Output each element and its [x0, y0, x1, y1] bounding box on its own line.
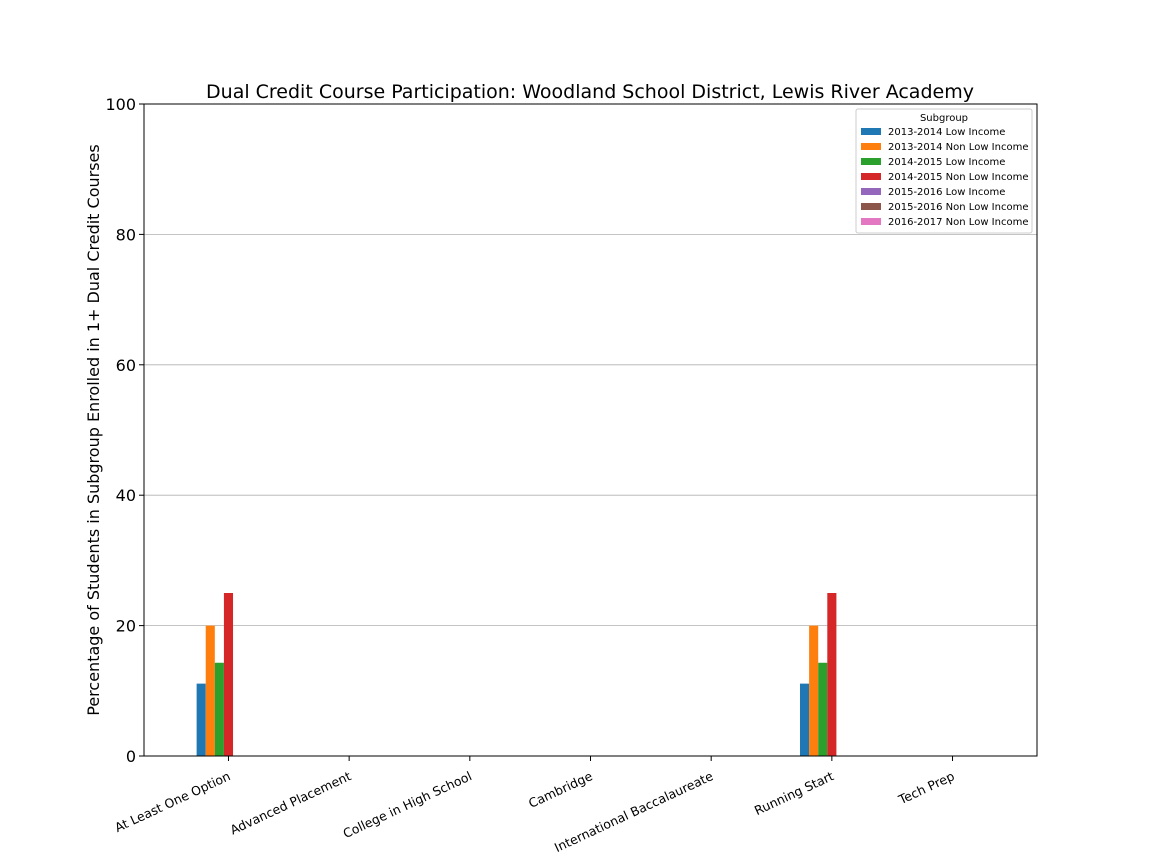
y-tick-label: 60 — [116, 356, 136, 375]
legend: Subgroup 2013-2014 Low Income 2013-2014 No… — [855, 108, 1033, 234]
x-tick-label: Tech Prep — [895, 768, 956, 807]
y-tick-label: 80 — [116, 225, 136, 244]
x-tick-label: Advanced Placement — [228, 768, 354, 837]
bar — [818, 662, 828, 756]
x-tick-label: At Least One Option — [112, 768, 232, 835]
legend-frame — [855, 108, 1033, 234]
legend-swatch — [861, 203, 881, 210]
legend-entry: 2015-2016 Low Income — [888, 187, 1005, 198]
x-tick-label: Cambridge — [526, 768, 595, 811]
legend-swatch — [861, 143, 881, 150]
legend-entry: 2013-2014 Low Income — [888, 127, 1005, 138]
gridlines — [144, 233, 1037, 626]
y-axis-label: Percentage of Students in Subgroup Enrol… — [84, 144, 103, 715]
chart-title: Dual Credit Course Participation: Woodla… — [206, 81, 974, 103]
bar — [196, 683, 206, 756]
y-axis: 0 20 40 60 80 100 — [105, 95, 144, 766]
legend-title: Subgroup — [920, 113, 968, 124]
legend-entry: 2013-2014 Non Low Income — [888, 142, 1028, 153]
legend-swatch — [861, 173, 881, 180]
legend-entry: 2014-2015 Low Income — [888, 157, 1005, 168]
bar — [223, 593, 234, 756]
bar — [214, 662, 224, 756]
bars — [196, 593, 837, 756]
bar — [827, 593, 837, 756]
legend-entry: 2015-2016 Non Low Income — [888, 202, 1028, 213]
legend-entry: 2016-2017 Non Low Income — [888, 217, 1028, 228]
y-tick-label: 100 — [105, 95, 136, 114]
y-tick-label: 20 — [116, 617, 136, 636]
bar — [809, 625, 819, 756]
y-tick-label: 40 — [116, 486, 136, 505]
legend-swatch — [861, 218, 881, 225]
x-tick-label: Running Start — [752, 768, 836, 818]
bar — [800, 683, 810, 756]
legend-swatch — [861, 188, 881, 195]
bar — [205, 625, 215, 756]
legend-entry: 2014-2015 Non Low Income — [888, 172, 1028, 183]
legend-swatch — [861, 158, 881, 165]
x-tick-label: College in High School — [341, 768, 474, 841]
legend-swatch — [861, 128, 881, 135]
y-tick-label: 0 — [126, 747, 136, 766]
